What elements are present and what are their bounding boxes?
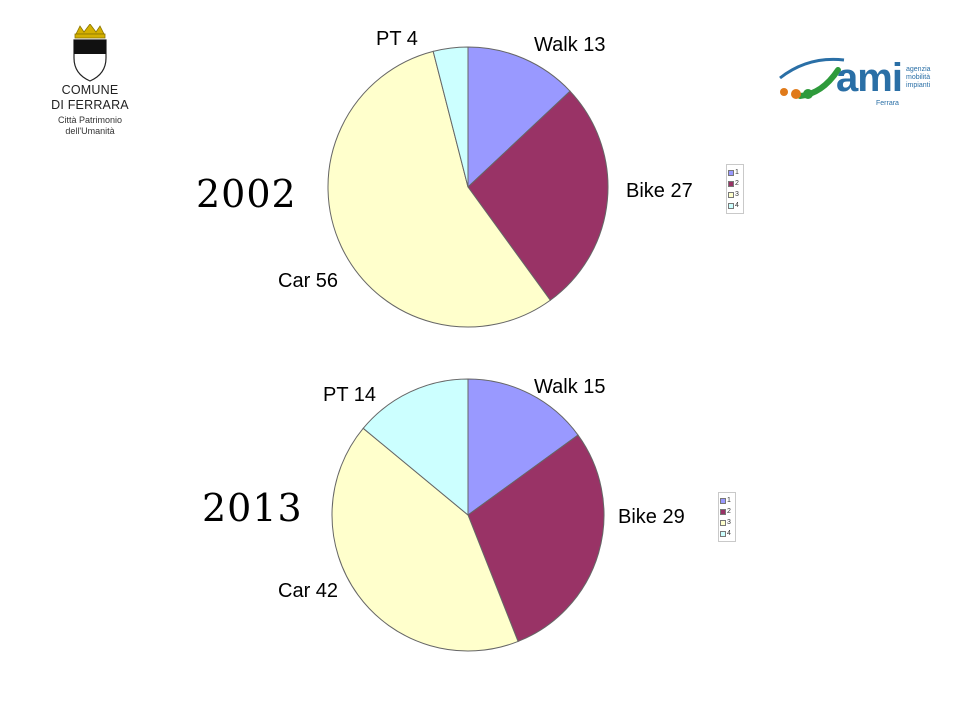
ami-tagline: agenzia mobilità impianti <box>906 66 931 90</box>
legend-swatch <box>720 519 726 526</box>
year-label-2002: 2002 <box>196 172 297 216</box>
pie-2013-slice-pt <box>362 378 469 517</box>
pie-2002-label-walk: Walk 13 <box>534 34 606 56</box>
pie-2013-label-walk: Walk 15 <box>534 376 606 398</box>
pie-2013-label-pt: PT 14 <box>323 384 376 406</box>
pie-2013-label-car: Car 42 <box>278 580 339 602</box>
ami-tagline-2: mobilità <box>906 74 931 81</box>
logo-line-citta: Città Patrimonio <box>57 115 123 125</box>
legend-text: 3 <box>735 190 739 198</box>
legend-2002: 1 2 3 4 <box>726 164 744 214</box>
legend-text: 1 <box>727 496 731 504</box>
year-label-2013: 2013 <box>202 486 303 530</box>
pie-2013-label-bike: Bike 29 <box>618 506 685 528</box>
ami-wordmark: ami <box>836 56 903 100</box>
pie-2002-slice-walk <box>467 46 571 189</box>
ami-ferrara-logo: ami agenzia mobilità impianti Ferrara <box>778 50 938 110</box>
ami-swoosh-icon <box>779 57 845 99</box>
legend-2002-item: 4 <box>728 200 742 211</box>
legend-text: 4 <box>735 201 739 209</box>
logo-line-ferrara: DI FERRARA <box>51 98 129 112</box>
ami-tagline-1: agenzia <box>906 66 931 73</box>
pie-2002-label-bike: Bike 27 <box>626 180 693 202</box>
pie-2013-slice-car <box>331 427 519 652</box>
legend-2013-item: 3 <box>720 517 734 528</box>
legend-2013-item: 2 <box>720 506 734 517</box>
legend-2013-item: 1 <box>720 495 734 506</box>
ami-city: Ferrara <box>876 100 899 107</box>
legend-swatch <box>728 180 734 187</box>
pie-2013-slice-bike <box>467 434 605 643</box>
pie-2002-slice-pt <box>432 46 469 188</box>
comune-di-ferrara-logo: COMUNE DI FERRARA Città Patrimonio dell'… <box>40 24 140 144</box>
legend-2002-item: 3 <box>728 189 742 200</box>
legend-swatch <box>720 497 726 504</box>
legend-text: 2 <box>727 507 731 515</box>
pie-2002-slice-car <box>327 50 551 328</box>
legend-swatch <box>728 191 734 198</box>
legend-text: 3 <box>727 518 731 526</box>
pie-2013-slice-walk <box>467 378 579 516</box>
legend-2013-item: 4 <box>720 528 734 539</box>
ami-tagline-3: impianti <box>906 82 931 89</box>
logo-line-umanita: dell'Umanità <box>65 126 115 136</box>
legend-2002-item: 2 <box>728 178 742 189</box>
legend-text: 4 <box>727 529 731 537</box>
legend-swatch <box>720 508 726 515</box>
pie-2002-label-car: Car 56 <box>278 270 339 292</box>
ferrara-crest-icon <box>73 24 107 82</box>
legend-text: 2 <box>735 179 739 187</box>
legend-swatch <box>720 530 726 537</box>
pie-2002-slice-bike <box>467 90 609 301</box>
legend-2013: 1 2 3 4 <box>718 492 736 542</box>
logo-line-comune: COMUNE <box>61 83 119 97</box>
legend-2002-item: 1 <box>728 167 742 178</box>
pie-2002-label-pt: PT 4 <box>376 28 418 50</box>
legend-swatch <box>728 202 734 209</box>
legend-swatch <box>728 169 734 176</box>
legend-text: 1 <box>735 168 739 176</box>
